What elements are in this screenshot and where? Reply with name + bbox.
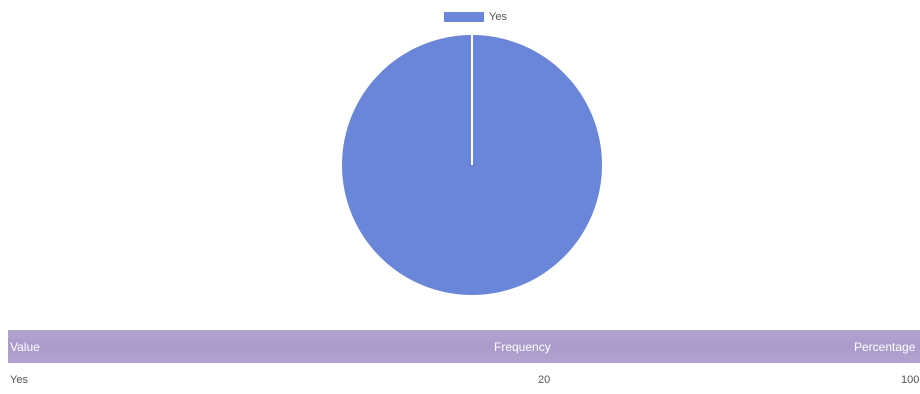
frequency-table: Value Frequency Percentage Yes 20 100 [8, 330, 920, 391]
legend-label-yes: Yes [489, 11, 507, 23]
header-percentage: Percentage [854, 340, 916, 354]
legend-swatch-yes [444, 12, 484, 22]
pie-chart [342, 35, 602, 295]
header-value: Value [10, 340, 40, 354]
header-frequency: Frequency [494, 340, 551, 354]
cell-percentage: 100 [901, 374, 920, 386]
table-row: Yes 20 100 [8, 363, 920, 391]
cell-frequency: 20 [538, 374, 551, 386]
chart-legend: Yes [444, 11, 507, 23]
cell-value: Yes [10, 374, 28, 386]
table-header: Value Frequency Percentage [8, 330, 920, 363]
